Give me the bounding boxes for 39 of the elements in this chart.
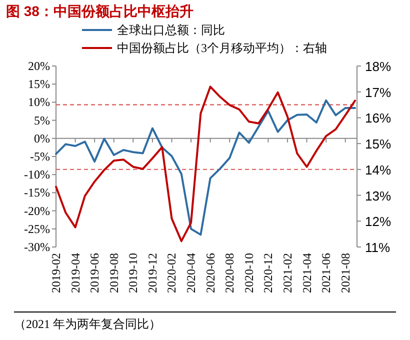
x-tick-label: 2020-06	[203, 253, 218, 293]
x-tick-label: 2019-02	[49, 253, 63, 293]
y2-tick-label: 11%	[365, 240, 390, 255]
legend-label: 全球出口总额：同比	[117, 23, 225, 37]
x-tick-label: 2021-02	[280, 253, 294, 293]
y-tick-label: -5%	[30, 150, 50, 164]
y2-tick-label: 16%	[365, 110, 392, 126]
y2-tick-label: 13%	[365, 188, 392, 204]
x-tick-label: 2019-10	[126, 253, 140, 293]
y2-tick-label: 15%	[365, 136, 392, 152]
legend-label: 中国份额占比（3个月移动平均）：右轴	[117, 41, 327, 55]
y-tick-label: -30%	[24, 240, 50, 254]
y-tick-label: 5%	[34, 113, 50, 128]
x-tick-label: 2021-06	[319, 253, 334, 293]
x-tick-label: 2021-04	[300, 253, 314, 293]
x-tick-label: 2020-04	[184, 253, 198, 293]
y-tick-label: -25%	[24, 222, 50, 236]
x-tick-label: 2019-12	[145, 253, 160, 293]
x-tick-label: 2020-12	[261, 253, 276, 293]
x-tick-label: 2019-08	[106, 253, 121, 293]
x-tick-label: 2019-06	[88, 253, 102, 293]
x-tick-label: 2020-10	[242, 253, 256, 293]
y2-tick-label: 17%	[365, 84, 392, 100]
x-tick-label: 2021-08	[338, 253, 352, 293]
text: （2021 年为两年复合同比）	[14, 317, 161, 331]
x-tick-label: 2019-04	[68, 253, 82, 293]
chart-title: 图 38：中国份额占比中枢抬升	[6, 3, 194, 19]
y-tick-label: 20%	[28, 59, 50, 73]
x-tick-label: 2020-02	[164, 253, 179, 293]
y-tick-label: -10%	[24, 168, 50, 182]
y-tick-label: 15%	[28, 77, 50, 92]
y-tick-label: -20%	[24, 204, 50, 218]
y-tick-label: 0%	[34, 131, 50, 146]
y2-tick-label: 18%	[365, 59, 392, 74]
y2-tick-label: 12%	[365, 214, 392, 230]
y-tick-label: -15%	[24, 186, 50, 200]
y-tick-label: 10%	[28, 95, 50, 110]
y2-tick-label: 14%	[365, 162, 392, 178]
x-tick-label: 2020-08	[222, 253, 237, 293]
